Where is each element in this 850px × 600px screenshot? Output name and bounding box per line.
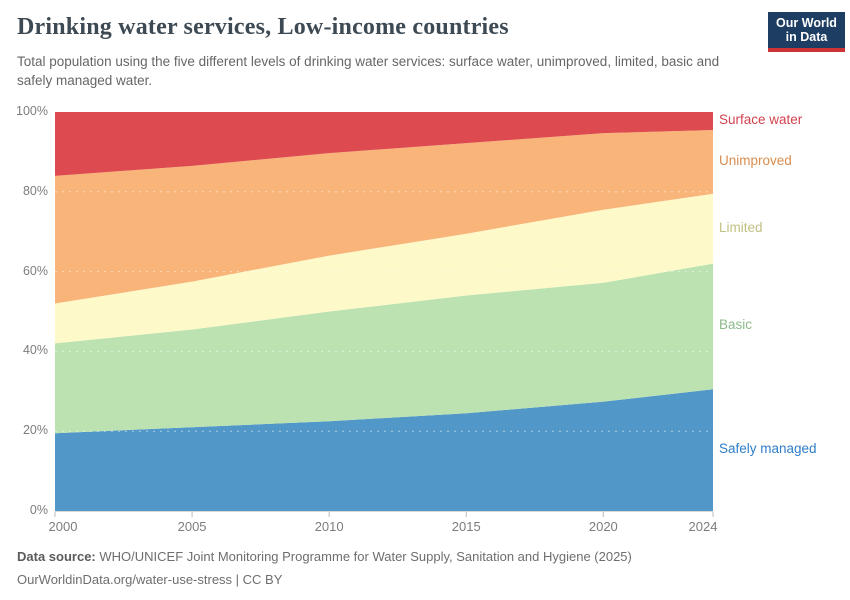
x-tick-label-2005: 2005: [177, 519, 207, 534]
series-label-limited: Limited: [719, 219, 763, 235]
footer: Data source: WHO/UNICEF Joint Monitoring…: [17, 545, 837, 591]
page-subtitle: Total population using the five differen…: [17, 54, 720, 89]
y-tick-label-0: 0%: [29, 503, 48, 517]
y-tick-label-100: 100%: [16, 104, 48, 118]
data-source-line: Data source: WHO/UNICEF Joint Monitoring…: [17, 545, 837, 568]
owid-logo-line2: in Data: [785, 30, 828, 44]
series-label-safely-managed: Safely managed: [719, 441, 817, 457]
area-unimproved[interactable]: [55, 129, 713, 304]
x-tick-label-2010: 2010: [314, 519, 344, 534]
data-source-text: WHO/UNICEF Joint Monitoring Programme fo…: [99, 549, 632, 564]
x-tick-label-2000: 2000: [48, 519, 78, 534]
data-source-label: Data source:: [17, 549, 96, 564]
area-limited[interactable]: [55, 193, 713, 344]
y-tick-label-80: 80%: [22, 183, 48, 198]
series-label-surface-water: Surface water: [719, 111, 803, 127]
x-tick-label-2020: 2020: [588, 519, 618, 534]
series-label-unimproved: Unimproved: [719, 152, 792, 168]
y-tick-label-40: 40%: [22, 343, 48, 358]
area-surface-water[interactable]: [55, 112, 713, 176]
y-tick-label-20: 20%: [22, 423, 48, 438]
page-title: Drinking water services, Low-income coun…: [17, 14, 509, 40]
owid-logo[interactable]: Our World in Data: [768, 12, 845, 52]
x-tick-label-2015: 2015: [451, 519, 481, 534]
series-label-basic: Basic: [719, 317, 753, 333]
y-tick-label-60: 60%: [22, 263, 48, 278]
x-tick-label-2024: 2024: [688, 519, 718, 534]
license-link[interactable]: OurWorldinData.org/water-use-stress | CC…: [17, 572, 283, 588]
owid-logo-line1: Our World: [776, 16, 837, 30]
area-safely-managed[interactable]: [55, 389, 713, 511]
area-basic[interactable]: [55, 263, 713, 434]
